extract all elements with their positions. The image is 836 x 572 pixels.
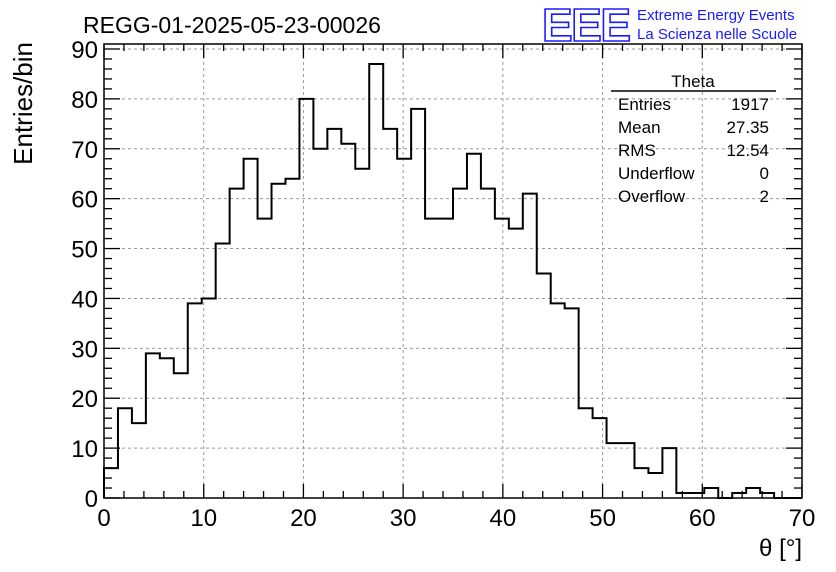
- y-tick-labels: 0 10 20 30 40 50 60 70 80 90: [71, 37, 98, 513]
- y-axis-label: Entries/bin: [8, 42, 38, 165]
- x-tick-label: 70: [789, 505, 816, 532]
- chart-title: REGG-01-2025-05-23-00026: [83, 12, 381, 38]
- stats-value: 27.35: [726, 118, 769, 137]
- x-tick-label: 40: [490, 505, 517, 532]
- stats-rows: Entries 1917 Mean 27.35 RMS 12.54 Underflow 0 Ov…: [618, 95, 769, 206]
- stats-value: 12.54: [726, 141, 769, 160]
- stats-box: Theta Entries 1917 Mean 27.35 RMS 12.54 Underf…: [611, 72, 776, 206]
- x-tick-label: 30: [390, 505, 417, 532]
- stats-label: Entries: [618, 95, 671, 114]
- stats-title: Theta: [671, 72, 715, 91]
- stats-label: Underflow: [618, 164, 695, 183]
- y-tick-label: 60: [71, 187, 98, 214]
- y-tick-label: 70: [71, 137, 98, 164]
- x-tick-label: 0: [97, 505, 110, 532]
- y-tick-label: 10: [71, 436, 98, 463]
- x-axis-label: θ [°]: [759, 535, 802, 562]
- y-tick-label: 90: [71, 37, 98, 64]
- stats-value: 1917: [731, 95, 769, 114]
- grid: [104, 44, 802, 498]
- x-tick-label: 10: [190, 505, 217, 532]
- stats-label: Overflow: [618, 187, 686, 206]
- plot-frame: [103, 43, 803, 499]
- x-tick-label: 50: [589, 505, 616, 532]
- logo-line-2: La Scienza nelle Scuole: [637, 26, 797, 43]
- stats-value: 2: [760, 187, 769, 206]
- y-tick-label: 40: [71, 286, 98, 313]
- y-tick-label: 0: [85, 486, 98, 513]
- logo-line-1: Extreme Energy Events: [637, 7, 795, 24]
- y-tick-label: 20: [71, 386, 98, 413]
- stats-label: Mean: [618, 118, 661, 137]
- stats-value: 0: [760, 164, 769, 183]
- stats-label: RMS: [618, 141, 656, 160]
- x-tick-label: 60: [689, 505, 716, 532]
- x-tick-labels: 0 10 20 30 40 50 60 70: [97, 505, 815, 532]
- y-tick-label: 30: [71, 336, 98, 363]
- histogram-series-theta: [103, 62, 802, 499]
- axis-ticks: [103, 44, 803, 499]
- y-tick-label: 80: [71, 87, 98, 114]
- y-tick-label: 50: [71, 237, 98, 264]
- x-tick-label: 20: [290, 505, 317, 532]
- eee-logo: EEE: [542, 0, 630, 51]
